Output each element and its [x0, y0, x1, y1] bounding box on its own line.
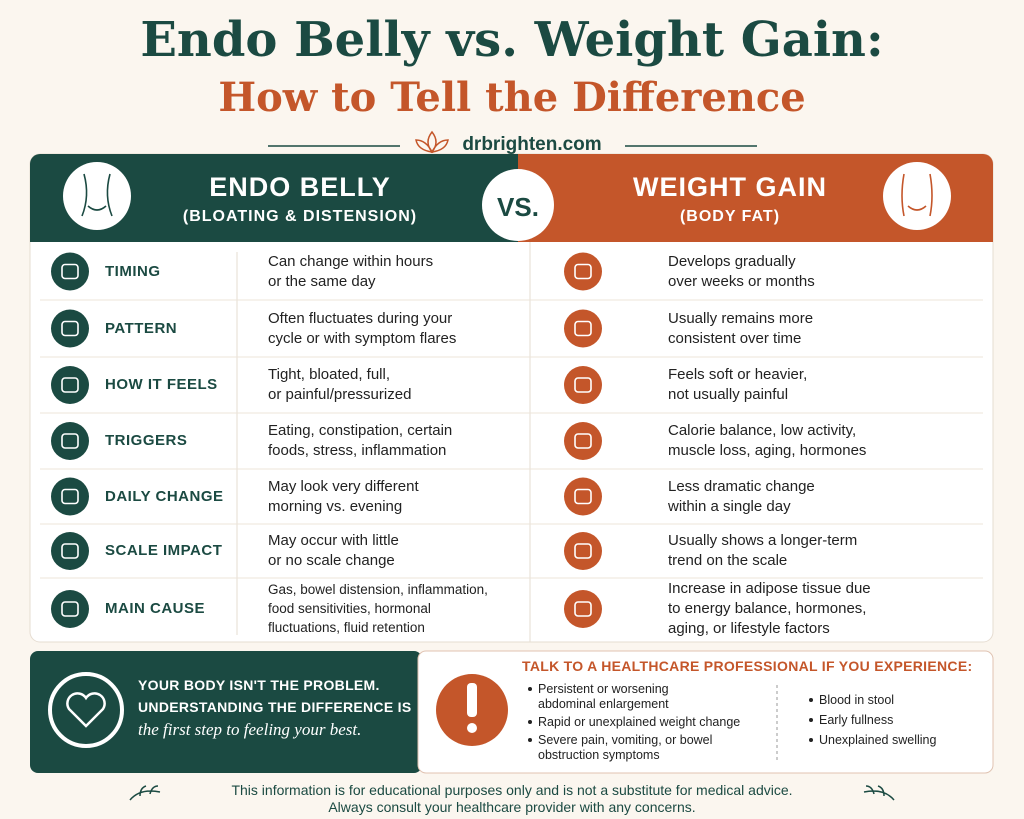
icon: [564, 477, 602, 516]
icon: [574, 320, 592, 337]
weight-text: Calorie balance, low activity,: [668, 422, 857, 439]
icon: [564, 252, 602, 291]
endo-text: May look very different: [268, 477, 419, 495]
row-label: MAIN CAUSE: [105, 600, 206, 617]
footer-text: Always consult your healthcare provider …: [328, 799, 696, 815]
icon: [574, 377, 592, 393]
warning-title: TALK TO A HEALTHCARE PROFESSIONAL IF YOU…: [522, 658, 973, 674]
icon: [809, 718, 813, 722]
warning-item: Blood in stool: [819, 693, 895, 707]
endo-text: morning vs. evening: [268, 497, 403, 515]
icon: [61, 377, 79, 393]
weight-text: Less dramatic change: [668, 477, 815, 495]
endo-text: Gas, bowel distension, inflammation,: [268, 581, 488, 597]
endo-text: or the same day: [268, 272, 376, 290]
endo-text: Tight, bloated, full,: [268, 366, 391, 383]
row-label: TIMING: [105, 262, 161, 280]
weight-text: over weeks or months: [668, 272, 815, 290]
icon: [528, 738, 532, 742]
weight-text: aging, or lifestyle factors: [668, 620, 830, 637]
icon: [574, 433, 592, 449]
icon: [564, 422, 602, 460]
icon: [51, 532, 89, 570]
icon: [574, 263, 592, 280]
icon: [61, 433, 79, 449]
title: Endo Belly vs. Weight Gain:: [140, 12, 884, 68]
row-label: DAILY CHANGE: [105, 487, 224, 505]
subtitle: How to Tell the Difference: [218, 74, 806, 121]
weight-text: Usually shows a longer-term: [668, 532, 858, 549]
warning-item: Unexplained swelling: [819, 733, 937, 747]
icon: [61, 543, 79, 559]
footer-text: This information is for educational purp…: [231, 782, 793, 798]
endo-text: foods, stress, inflammation: [268, 442, 447, 459]
row-label: TRIGGERS: [105, 432, 188, 449]
warning-item: abdominal enlargement: [538, 697, 669, 711]
endo-text: or painful/pressurized: [268, 386, 412, 403]
icon: [809, 698, 813, 702]
endo-text: May occur with little: [268, 532, 399, 549]
warning-item: Persistent or worsening: [538, 682, 669, 696]
icon: [564, 532, 602, 570]
icon: [528, 687, 532, 691]
row-label: PATTERN: [105, 319, 178, 337]
weight-text: trend on the scale: [668, 552, 788, 569]
icon: [574, 488, 592, 505]
warning-item: Severe pain, vomiting, or bowel: [538, 733, 713, 747]
weight-text: muscle loss, aging, hormones: [668, 442, 867, 459]
endo-text: cycle or with symptom flares: [268, 329, 457, 347]
endo-text: food sensitivities, hormonal: [268, 600, 431, 616]
column-subtitle: (BODY FAT): [679, 208, 781, 225]
icon: [51, 366, 89, 404]
weight-text: Develops gradually: [668, 252, 796, 270]
icon: [61, 601, 79, 617]
icon: [61, 263, 79, 280]
icon: [51, 590, 89, 628]
icon: [61, 488, 79, 505]
site: drbrighten.com: [462, 134, 602, 155]
weight-text: Feels soft or heavier,: [668, 366, 808, 383]
warning-item: Rapid or unexplained weight change: [538, 715, 741, 729]
icon: [61, 320, 79, 337]
column-title: ENDO BELLY: [209, 172, 391, 202]
endo-text: Eating, constipation, certain: [268, 422, 453, 439]
weight-text: within a single day: [668, 497, 791, 515]
icon: [564, 590, 602, 628]
vs-label: VS.: [497, 192, 539, 222]
endo-text: fluctuations, fluid retention: [268, 619, 425, 635]
icon: [51, 309, 89, 348]
icon: [51, 477, 89, 516]
endo-text: Can change within hours: [268, 252, 434, 270]
warning-item: Early fullness: [819, 713, 894, 727]
icon: [528, 720, 532, 724]
weight-text: not usually painful: [668, 386, 789, 403]
icon: [564, 309, 602, 348]
icon: [809, 738, 813, 742]
column-title: WEIGHT GAIN: [633, 172, 827, 202]
callout-text: YOUR BODY ISN'T THE PROBLEM.: [138, 677, 380, 693]
icon: [51, 252, 89, 291]
callout-text: UNDERSTANDING THE DIFFERENCE IS: [138, 699, 412, 715]
icon: [564, 366, 602, 404]
warning-item: obstruction symptoms: [538, 748, 660, 762]
weight-text: Increase in adipose tissue due: [668, 580, 871, 597]
column-subtitle: (BLOATING & DISTENSION): [182, 208, 418, 225]
row-label: SCALE IMPACT: [105, 542, 223, 559]
endo-text: Often fluctuates during your: [268, 309, 453, 327]
icon: [574, 543, 592, 559]
weight-text: Usually remains more: [668, 309, 814, 327]
weight-text: to energy balance, hormones,: [668, 600, 867, 617]
row-label: HOW IT FEELS: [105, 376, 218, 393]
endo-text: or no scale change: [268, 552, 395, 569]
icon: [51, 422, 89, 460]
callout-text: the first step to feeling your best.: [138, 720, 362, 739]
weight-text: consistent over time: [668, 329, 802, 347]
icon: [574, 601, 592, 617]
